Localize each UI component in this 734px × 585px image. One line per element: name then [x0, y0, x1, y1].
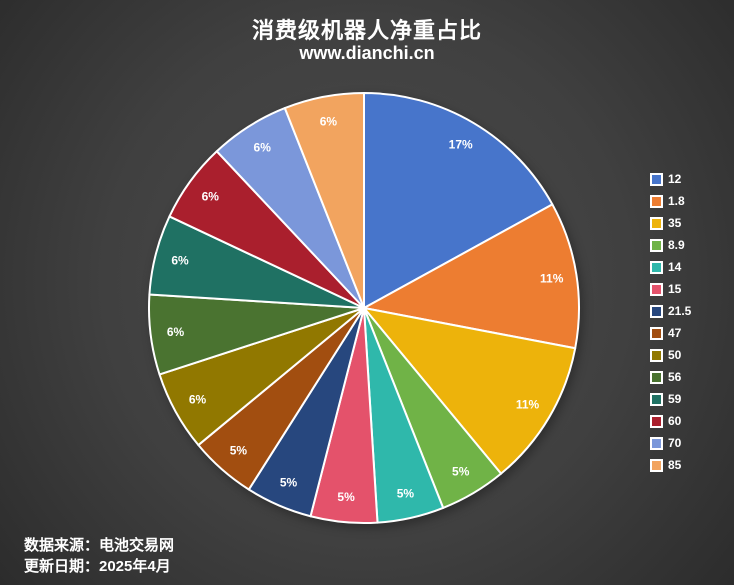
legend-label: 21.5	[668, 304, 692, 318]
legend-item-12: 12	[650, 173, 691, 186]
legend-item-50: 50	[650, 349, 691, 362]
data-source-label: 数据来源：电池交易网	[24, 537, 175, 554]
legend-label: 14	[668, 260, 682, 274]
legend-swatch-icon	[650, 371, 663, 384]
legend-label: 8.9	[668, 238, 685, 252]
legend-item-15: 15	[650, 283, 691, 296]
legend-label: 59	[668, 392, 682, 406]
legend-swatch-icon	[650, 261, 663, 274]
legend-item-70: 70	[650, 437, 691, 450]
legend-item-8.9: 8.9	[650, 239, 691, 252]
legend-swatch-icon	[650, 393, 663, 406]
slice-percent-label: 17%	[449, 138, 473, 152]
legend-swatch-icon	[650, 349, 663, 362]
legend-label: 1.8	[668, 194, 685, 208]
chart-legend: 12 1.8 35 8.9 14 15 21.5 47 50 56 59 60 70 85	[650, 173, 691, 472]
slice-percent-label: 5%	[230, 444, 248, 458]
legend-label: 70	[668, 436, 682, 450]
legend-item-60: 60	[650, 415, 691, 428]
legend-label: 56	[668, 370, 682, 384]
legend-label: 15	[668, 282, 682, 296]
legend-swatch-icon	[650, 239, 663, 252]
pie-slice-85	[283, 92, 365, 309]
slice-percent-label: 6%	[202, 189, 220, 203]
legend-swatch-icon	[650, 305, 663, 318]
legend-swatch-icon	[650, 415, 663, 428]
slice-percent-label: 11%	[516, 398, 540, 412]
slice-percent-label: 5%	[452, 465, 470, 479]
legend-label: 12	[668, 172, 682, 186]
pie-slice-1.8	[363, 203, 580, 350]
slice-percent-label: 5%	[397, 486, 415, 500]
legend-label: 35	[668, 216, 682, 230]
update-date-label: 更新日期：2025年4月	[24, 558, 171, 575]
legend-item-85: 85	[650, 459, 691, 472]
legend-swatch-icon	[650, 437, 663, 450]
legend-item-1.8: 1.8	[650, 195, 691, 208]
chart-title: 消费级机器人净重占比	[251, 18, 482, 43]
legend-label: 50	[668, 348, 682, 362]
legend-swatch-icon	[650, 195, 663, 208]
legend-label: 60	[668, 414, 682, 428]
legend-item-14: 14	[650, 261, 691, 274]
slice-percent-label: 6%	[254, 141, 272, 155]
slice-percent-label: 6%	[171, 254, 189, 268]
legend-swatch-icon	[650, 217, 663, 230]
slice-percent-label: 5%	[280, 475, 298, 489]
legend-item-47: 47	[650, 327, 691, 340]
legend-swatch-icon	[650, 327, 663, 340]
slice-percent-label: 5%	[337, 490, 355, 504]
legend-item-56: 56	[650, 371, 691, 384]
legend-swatch-icon	[650, 173, 663, 186]
pie-slice-12	[363, 92, 554, 309]
chart-footer: 数据来源：电池交易网 更新日期：2025年4月	[24, 535, 174, 577]
legend-item-59: 59	[650, 393, 691, 406]
legend-item-21.5: 21.5	[650, 305, 691, 318]
slice-percent-label: 6%	[189, 393, 207, 407]
legend-label: 85	[668, 458, 682, 472]
legend-item-35: 35	[650, 217, 691, 230]
slice-percent-label: 11%	[540, 271, 564, 285]
pie-slice-35	[363, 307, 577, 475]
chart-subtitle: www.dianchi.cn	[299, 43, 435, 63]
legend-swatch-icon	[650, 459, 663, 472]
legend-label: 47	[668, 326, 682, 340]
slice-percent-label: 6%	[320, 114, 338, 128]
slice-percent-label: 6%	[167, 325, 185, 339]
legend-swatch-icon	[650, 283, 663, 296]
